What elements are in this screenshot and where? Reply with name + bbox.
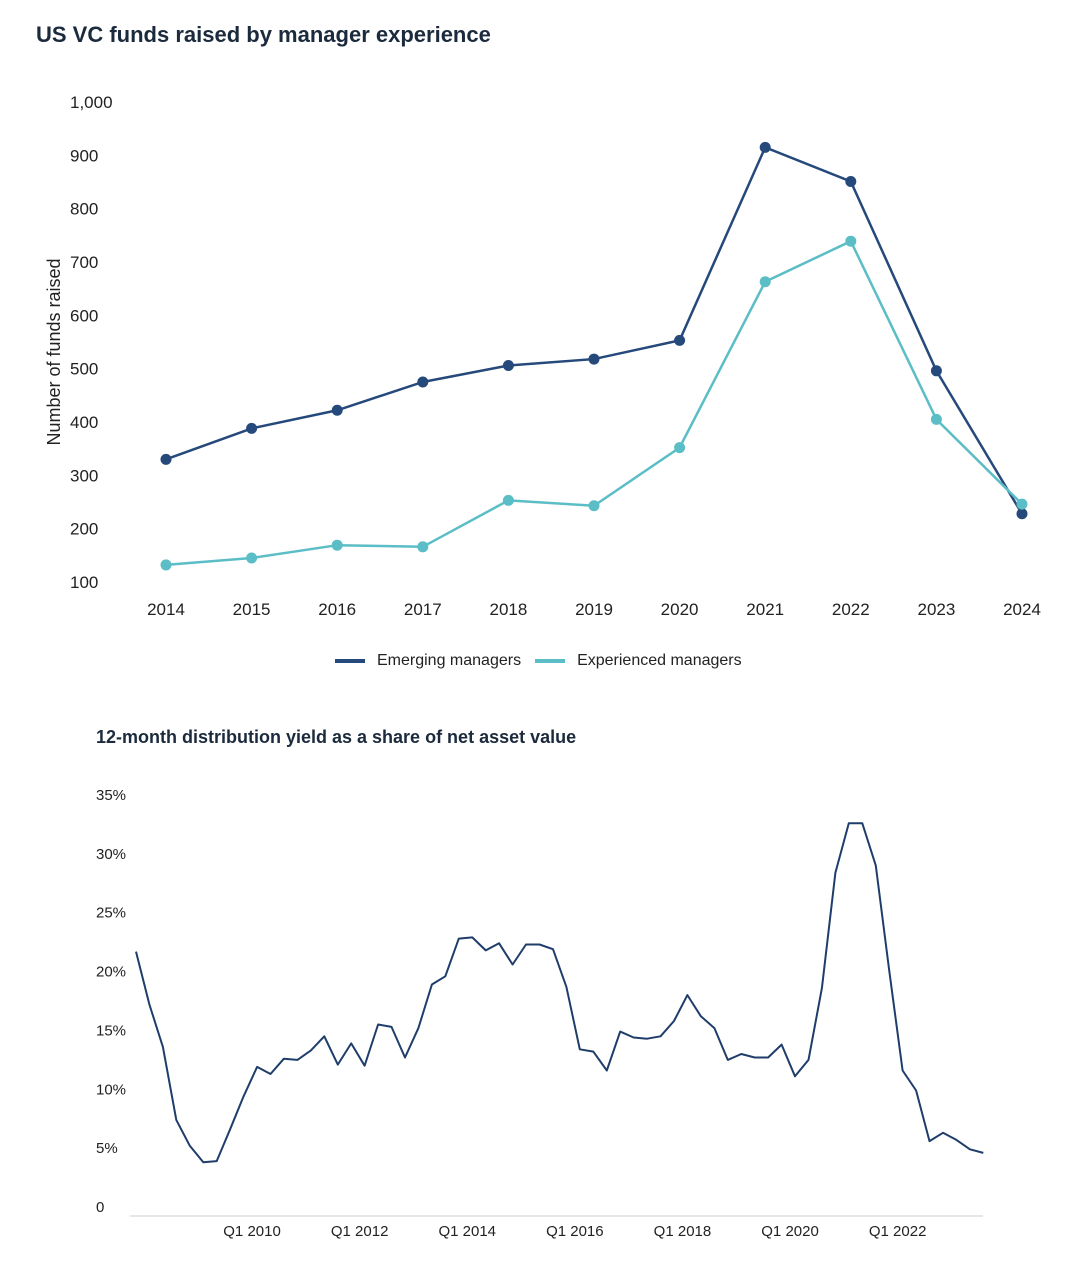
chart2-y-tick-label: 10% xyxy=(96,1081,126,1098)
chart2-title: 12-month distribution yield as a share o… xyxy=(96,727,577,747)
chart1-y-tick-label: 700 xyxy=(70,253,98,272)
chart2-x-tick-label: Q1 2020 xyxy=(761,1223,819,1240)
chart1-y-tick-label: 900 xyxy=(70,146,98,165)
chart1-x-tick-label: 2016 xyxy=(318,600,356,619)
chart1-y-tick-label: 600 xyxy=(70,306,98,325)
chart2-series-line xyxy=(135,822,984,1164)
legend-swatch-experienced xyxy=(535,659,566,663)
chart1-point-emerging xyxy=(930,365,942,377)
chart1-point-experienced xyxy=(160,559,172,571)
chart1-point-experienced xyxy=(417,541,429,553)
chart1-point-emerging xyxy=(417,376,429,388)
chart1-point-emerging xyxy=(845,175,857,187)
chart2-y-tick-label: 35% xyxy=(96,787,126,804)
chart1-point-experienced xyxy=(845,235,857,247)
chart1-title: US VC funds raised by manager experience xyxy=(36,22,491,47)
chart1-y-tick-label: 400 xyxy=(70,413,98,432)
chart2-x-tick-label: Q1 2016 xyxy=(546,1223,604,1240)
chart1-point-emerging xyxy=(1016,508,1028,520)
chart1-point-emerging xyxy=(588,353,600,365)
chart2-x-tick-label: Q1 2010 xyxy=(223,1223,281,1240)
chart1-y-tick-label: 100 xyxy=(70,573,98,592)
chart2-y-tick-label: 20% xyxy=(96,964,126,981)
chart1-x-tick-label: 2019 xyxy=(575,600,613,619)
chart1-x-tick-label: 2014 xyxy=(147,600,185,619)
chart1-x-tick-label: 2021 xyxy=(746,600,784,619)
chart1-x-tick-label: 2018 xyxy=(489,600,527,619)
chart2-y-tick-label: 25% xyxy=(96,905,126,922)
legend-item-emerging: Emerging managers xyxy=(335,652,521,670)
chart1-y-tick-label: 300 xyxy=(70,466,98,485)
chart1-point-emerging xyxy=(246,422,258,434)
legend-item-experienced: Experienced managers xyxy=(535,652,742,670)
chart1-y-axis-label: Number of funds raised xyxy=(44,258,64,445)
chart1-x-tick-label: 2024 xyxy=(1003,600,1041,619)
chart1-x-tick-label: 2023 xyxy=(917,600,955,619)
chart2-y-tick-label: 0 xyxy=(96,1199,104,1216)
chart1-y-tick-label: 200 xyxy=(70,520,98,539)
chart1-y-tick-label: 1,000 xyxy=(70,93,113,112)
chart1-x-tick-label: 2015 xyxy=(233,600,271,619)
chart2-y-tick-label: 5% xyxy=(96,1140,118,1157)
chart1-point-emerging xyxy=(160,453,172,465)
chart1-plot: Number of funds raised 100 200 300 400 500 60… xyxy=(44,93,1041,619)
chart1-point-experienced xyxy=(246,552,258,564)
chart1-point-experienced xyxy=(502,494,514,506)
chart1-point-emerging xyxy=(502,359,514,371)
chart1-x-tick-label: 2020 xyxy=(661,600,699,619)
chart1-point-emerging xyxy=(759,141,771,153)
chart2-x-tick-label: Q1 2014 xyxy=(438,1223,496,1240)
chart2-y-tick-label: 30% xyxy=(96,846,126,863)
chart1-point-experienced xyxy=(930,413,942,425)
chart1-point-experienced xyxy=(588,500,600,512)
chart1-point-emerging xyxy=(331,404,343,416)
chart2-x-tick-label: Q1 2022 xyxy=(869,1223,927,1240)
legend-label-emerging: Emerging managers xyxy=(377,652,522,669)
legend-swatch-emerging xyxy=(335,659,365,663)
chart1-point-experienced xyxy=(759,276,771,288)
chart1-point-emerging xyxy=(674,334,686,346)
chart1-y-tick-label: 800 xyxy=(70,200,98,219)
chart1-legend: Emerging managers Experienced managers xyxy=(335,652,756,670)
legend-label-experienced: Experienced managers xyxy=(577,652,742,669)
chart2-x-tick-label: Q1 2018 xyxy=(654,1223,712,1240)
chart1-point-experienced xyxy=(674,442,686,454)
chart1-x-tick-label: 2022 xyxy=(832,600,870,619)
chart1-point-experienced xyxy=(331,539,343,551)
chart1-y-tick-label: 500 xyxy=(70,360,98,379)
chart1-point-experienced xyxy=(1016,498,1028,510)
chart2-y-tick-label: 15% xyxy=(96,1022,126,1039)
chart2-x-tick-label: Q1 2012 xyxy=(331,1223,389,1240)
chart1-x-tick-label: 2017 xyxy=(404,600,442,619)
